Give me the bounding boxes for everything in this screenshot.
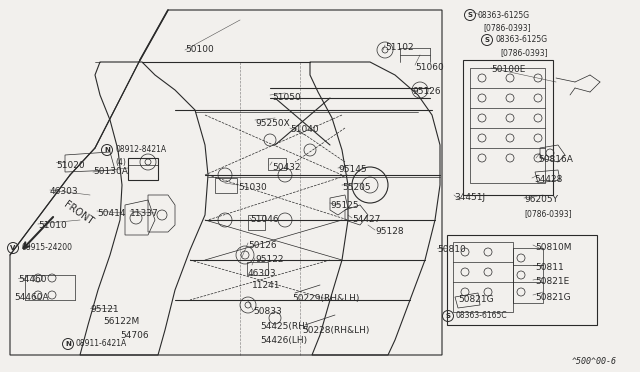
Text: S: S (484, 37, 490, 43)
Text: 51020: 51020 (56, 160, 84, 170)
Text: 50414: 50414 (97, 208, 125, 218)
Text: 46303: 46303 (50, 187, 79, 196)
Text: 50810M: 50810M (535, 243, 572, 251)
Text: N: N (104, 147, 110, 153)
Text: 08912-8421A: 08912-8421A (115, 145, 166, 154)
Text: [0786-0393]: [0786-0393] (524, 209, 572, 218)
Text: 50130A: 50130A (93, 167, 128, 176)
Text: 51060: 51060 (415, 62, 444, 71)
Text: 50432: 50432 (272, 163, 301, 171)
Text: 50229(RH&LH): 50229(RH&LH) (292, 295, 360, 304)
Text: 54425(RH): 54425(RH) (260, 323, 308, 331)
Text: 50100E: 50100E (491, 65, 525, 74)
Text: [0786-0393]: [0786-0393] (483, 23, 531, 32)
Bar (453, 242, 513, 312)
Text: S: S (467, 12, 472, 18)
Bar (463, 60, 553, 195)
Bar (470, 68, 545, 183)
Text: 11241: 11241 (252, 280, 280, 289)
Text: 51050: 51050 (272, 93, 301, 102)
Text: 50100: 50100 (185, 45, 214, 55)
Text: 95126: 95126 (412, 87, 440, 96)
Text: ^500^00-6: ^500^00-6 (572, 357, 617, 366)
Text: 56122M: 56122M (103, 317, 140, 327)
Text: 50811: 50811 (535, 263, 564, 272)
Bar (128, 158, 158, 180)
Text: 50810: 50810 (437, 246, 466, 254)
Text: 95128: 95128 (375, 228, 404, 237)
Bar (268, 158, 286, 170)
Bar (513, 248, 543, 303)
Text: (4): (4) (115, 158, 126, 167)
Text: 08363-6125G: 08363-6125G (495, 35, 547, 45)
Text: 08911-6421A: 08911-6421A (76, 340, 127, 349)
Text: 50228(RH&LH): 50228(RH&LH) (302, 326, 369, 334)
Text: 95122: 95122 (255, 256, 284, 264)
Text: 50821E: 50821E (535, 278, 569, 286)
Text: 54460A: 54460A (14, 292, 49, 301)
Text: 55205: 55205 (342, 183, 371, 192)
Text: 46303: 46303 (248, 269, 276, 278)
Text: FRONT: FRONT (62, 199, 95, 227)
Text: 54706: 54706 (120, 330, 148, 340)
Text: 96205Y: 96205Y (524, 196, 558, 205)
Bar (215, 178, 237, 193)
Bar (447, 235, 597, 325)
Text: N: N (65, 341, 71, 347)
Text: 08363-6125G: 08363-6125G (478, 10, 530, 19)
Text: 11337: 11337 (130, 208, 159, 218)
Text: 50821G: 50821G (458, 295, 493, 305)
Text: 54426(LH): 54426(LH) (260, 336, 307, 344)
Text: [0786-0393]: [0786-0393] (500, 48, 548, 58)
Text: 95121: 95121 (90, 305, 118, 314)
Text: 50833: 50833 (253, 308, 282, 317)
Text: 51102: 51102 (385, 42, 413, 51)
Text: 34451J: 34451J (454, 192, 485, 202)
Text: 51030: 51030 (238, 183, 267, 192)
Text: 08363-6165C: 08363-6165C (456, 311, 508, 321)
Text: 50816A: 50816A (538, 155, 573, 164)
Text: 95250X: 95250X (255, 119, 290, 128)
Text: S: S (445, 313, 451, 319)
Text: 95125: 95125 (330, 201, 358, 209)
Text: V: V (10, 245, 16, 251)
Text: 51040: 51040 (290, 125, 319, 135)
Text: 50126: 50126 (248, 241, 276, 250)
Text: 51046: 51046 (250, 215, 278, 224)
Text: 50821G: 50821G (535, 292, 571, 301)
Text: 54428: 54428 (534, 176, 563, 185)
Text: 95145: 95145 (338, 166, 367, 174)
Text: 54460: 54460 (18, 276, 47, 285)
Text: 08915-24200: 08915-24200 (21, 244, 72, 253)
Text: 54427: 54427 (352, 215, 380, 224)
Text: 51010: 51010 (38, 221, 67, 231)
